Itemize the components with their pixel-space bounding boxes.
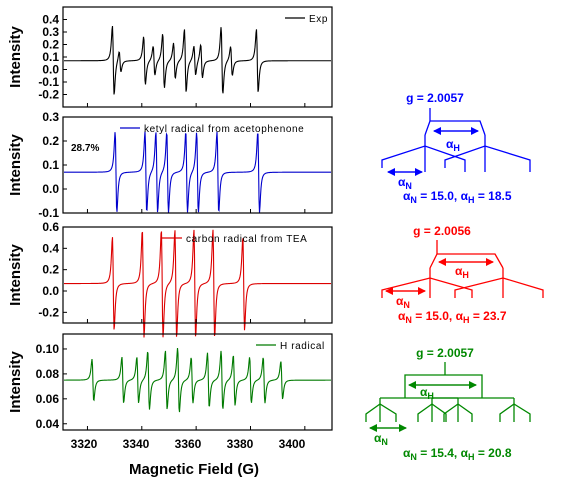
x-tick-label: 3360 <box>175 437 202 451</box>
y-tick-label: 0.04 <box>36 417 60 431</box>
panel-exp: 0.40.30.20.10.0-0.1-0.2 Intensity Exp <box>7 6 333 108</box>
panel-h: 0.10 0.08 0.06 0.04 Intensity H radical <box>7 333 333 431</box>
y-tick-label: 0.0 <box>42 182 59 196</box>
panel-ketyl: 0.3 0.2 0.1 0.0 -0.1 Intensity ketyl radical f… <box>7 110 333 220</box>
y-tick-label: 0.4 <box>42 241 59 255</box>
legend: ketyl radical from acetophenone <box>120 124 304 135</box>
legend-label: H radical <box>280 341 325 352</box>
spectrum-line <box>64 229 331 338</box>
x-axis-tick-labels: 3320 3340 3360 3380 3400 <box>71 437 306 451</box>
legend: carbon radical from TEA <box>162 234 307 245</box>
y-axis-title: Intensity <box>7 134 24 196</box>
legend-label: Exp <box>309 14 328 25</box>
y-tick-label: 0.0 <box>42 63 59 77</box>
y-tick-label: 0.4 <box>42 13 59 27</box>
y-tick-label: 0.2 <box>42 263 59 277</box>
splitting-diagram-h: g = 2.0057 αH αN αN = 15.4, αH = 20.8 <box>365 346 531 462</box>
plot-frame <box>62 333 333 431</box>
spectra-panels: 0.40.30.20.10.0-0.1-0.2IntensityExp0.30.… <box>7 6 333 431</box>
coupling-parameters: αN = 15.0, αH = 18.5 <box>403 189 512 205</box>
alpha-h-label: αH <box>455 264 469 280</box>
x-tick-label: 3340 <box>123 437 150 451</box>
y-axis-title: Intensity <box>7 351 24 413</box>
g-value-label: g = 2.0056 <box>413 224 471 238</box>
splitting-diagram-ketyl: g = 2.0057 αH αN αN = 15.0, αH = 18.5 <box>381 91 531 205</box>
x-tick-label: 3320 <box>71 437 98 451</box>
y-tick-label: 0.1 <box>42 158 59 172</box>
coupling-parameters: αN = 15.0, αH = 23.7 <box>398 309 507 325</box>
plot-frame <box>62 6 333 108</box>
y-tick-label: -0.2 <box>38 88 59 102</box>
alpha-h-label: αH <box>420 385 434 401</box>
y-tick-label: 0.3 <box>42 25 59 39</box>
y-axis-title: Intensity <box>7 26 24 88</box>
y-tick-label: -0.1 <box>38 206 59 220</box>
y-tick-label: 0.1 <box>42 50 59 64</box>
y-tick-label: 0.0 <box>42 284 59 298</box>
y-tick-label: 0.6 <box>42 220 59 234</box>
plot-frame <box>62 226 333 324</box>
y-axis-title: Intensity <box>7 244 24 306</box>
spectrum-line <box>64 25 331 95</box>
alpha-n-label: αN <box>396 294 410 310</box>
legend: H radical <box>256 341 325 352</box>
spectrum-line <box>64 131 331 213</box>
alpha-n-label: αN <box>398 175 412 191</box>
y-tick-label: 0.10 <box>36 342 60 356</box>
splitting-diagram-carbon: g = 2.0056 αH αN αN = 15.0, αH = 23.7 <box>381 224 544 325</box>
y-tick-label: -0.1 <box>38 75 59 89</box>
x-tick-label: 3400 <box>279 437 306 451</box>
coupling-parameters: αN = 15.4, αH = 20.8 <box>403 446 512 462</box>
g-value-label: g = 2.0057 <box>406 91 464 105</box>
panel-carbon: 0.6 0.4 0.2 0.0 -0.2 Intensity carbon radical … <box>7 220 333 338</box>
spectrum-line <box>64 347 331 413</box>
alpha-n-label: αN <box>374 431 388 447</box>
alpha-h-label: αH <box>446 137 460 153</box>
x-tick-label: 3380 <box>227 437 254 451</box>
y-tick-label: 0.08 <box>36 367 60 381</box>
x-axis-title: Magnetic Field (G) <box>129 461 259 478</box>
g-value-label: g = 2.0057 <box>416 346 474 360</box>
legend-label: carbon radical from TEA <box>186 234 307 245</box>
y-tick-label: 0.06 <box>36 392 60 406</box>
legend-label: ketyl radical from acetophenone <box>144 124 304 135</box>
percentage-annotation: 28.7% <box>71 143 99 154</box>
y-tick-label: 0.2 <box>42 38 59 52</box>
y-tick-label: 0.2 <box>42 134 59 148</box>
y-tick-label: -0.2 <box>38 305 59 319</box>
legend: Exp <box>285 14 328 25</box>
y-tick-label: 0.3 <box>42 110 59 124</box>
